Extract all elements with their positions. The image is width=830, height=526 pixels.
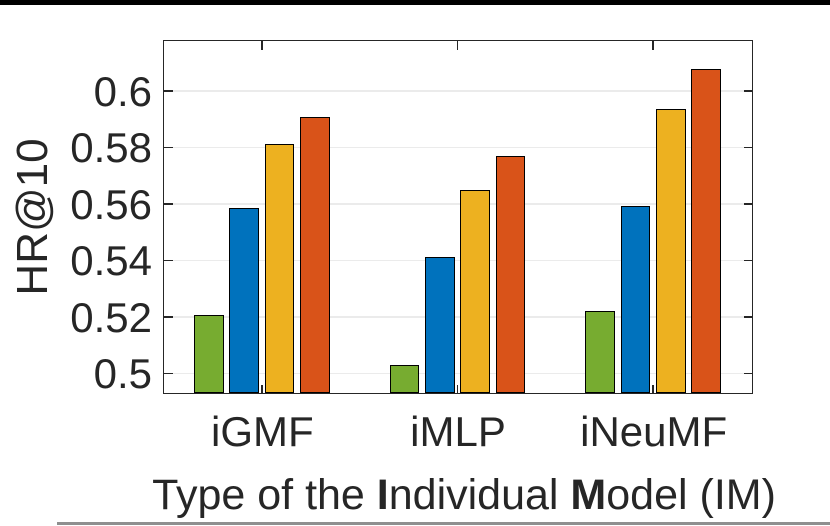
x-axis-label-bold-part: I [376,471,389,519]
y-tick-mark-left [164,203,173,205]
x-axis-label-part: Type of the [152,471,377,519]
y-gridline [164,90,752,92]
bar-orange-red-iMLP [495,155,526,393]
y-tick-mark-left [164,146,173,149]
bar-yellow-iNeuMF [656,108,686,393]
y-tick-mark-right [743,90,752,92]
y-tick-mark-left [164,316,173,318]
y-tick-mark-right [743,372,752,375]
bar-yellow-iGMF [264,144,295,393]
y-tick-mark-left [164,259,173,262]
x-tick-label: iGMF [211,408,314,455]
y-tick-label: 0.56 [70,180,152,228]
bar-green-iNeuMF [585,311,615,393]
plot-area [163,40,753,394]
bar-blue-iMLP [425,257,455,393]
x-tick-mark-bottom [456,384,459,393]
y-gridline [164,372,752,375]
bar-green-iGMF [194,315,224,393]
bar-green-iMLP [389,364,420,393]
y-gridline [164,259,752,262]
y-tick-label: 0.52 [70,293,152,341]
y-tick-mark-right [743,146,752,149]
y-tick-mark-left [164,90,173,92]
bar-orange-red-iNeuMF [691,69,721,393]
y-tick-mark-right [743,259,752,262]
x-tick-mark-bottom [261,384,263,393]
y-tick-label: 0.58 [70,124,152,172]
y-tick-label: 0.5 [93,350,152,398]
y-tick-mark-left [164,372,173,375]
x-tick-label: iNeuMF [580,408,728,455]
x-axis-label-part: ndividual [388,471,571,519]
y-tick-label: 0.54 [70,237,152,285]
y-tick-mark-right [743,316,752,318]
x-tick-mark-top [652,41,654,50]
bar-orange-red-iGMF [300,117,330,393]
y-gridline [164,316,752,318]
x-tick-mark-top [456,41,459,50]
top-border-rule [0,0,830,5]
x-tick-mark-top [261,41,263,50]
y-tick-label: 0.6 [93,67,152,115]
x-axis-label: Type of the Individual Model (IM) [152,472,776,518]
y-gridline [164,203,752,205]
bar-blue-iNeuMF [620,206,651,393]
y-gridline [164,146,752,149]
bar-yellow-iMLP [460,189,490,393]
x-tick-label: iMLP [410,408,506,455]
bottom-border-rule [57,522,830,525]
bar-blue-iGMF [229,207,259,393]
x-axis-label-part: odel (IM) [606,471,776,519]
x-tick-mark-bottom [652,384,654,393]
x-axis-label-bold-part: M [570,471,607,519]
y-tick-mark-right [743,203,752,205]
